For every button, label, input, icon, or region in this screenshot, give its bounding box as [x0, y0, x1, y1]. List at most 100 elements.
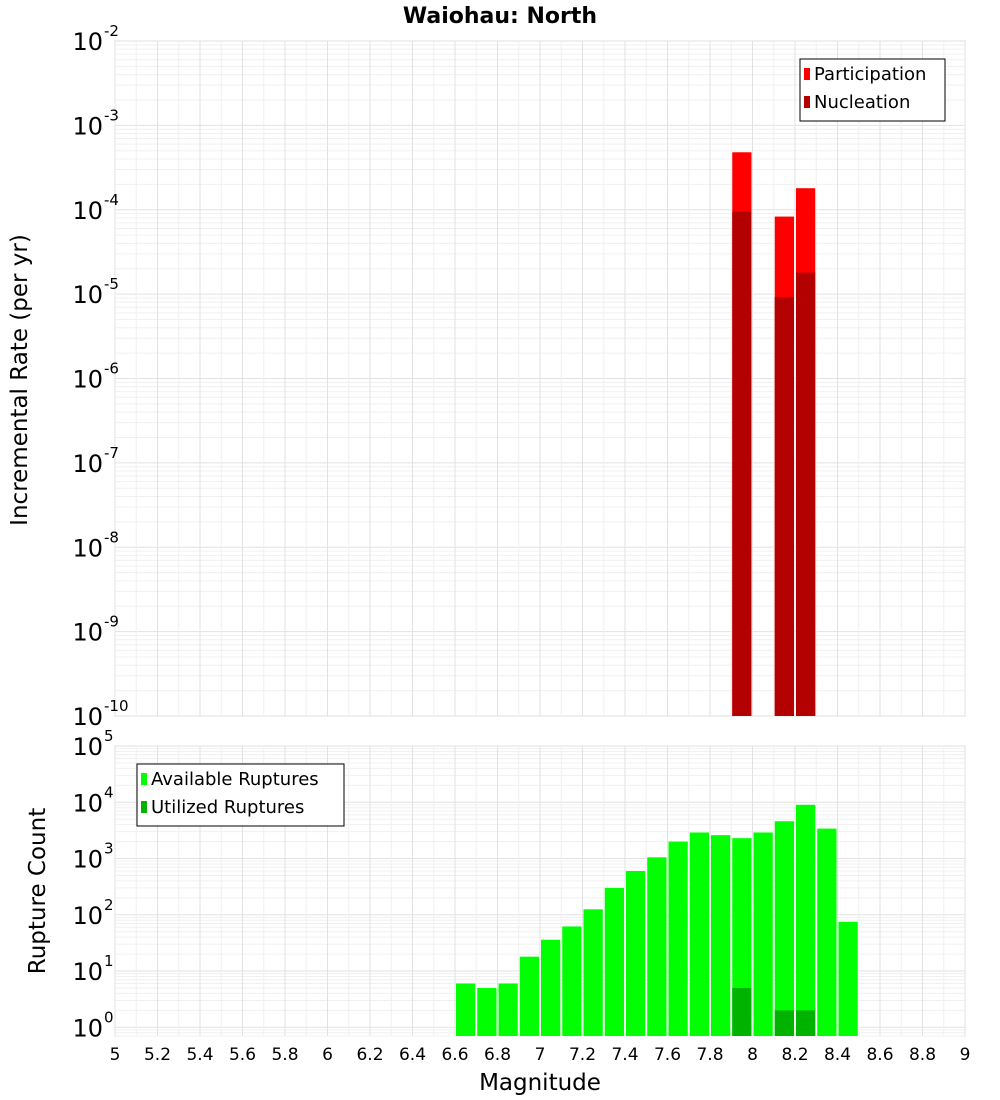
- y-tick-base: 10: [72, 281, 103, 309]
- y-tick-label: 10 -3: [72, 106, 119, 140]
- x-tick-label: 8.8: [909, 1045, 936, 1065]
- y-tick-exponent: 4: [104, 783, 114, 801]
- y-tick-base: 10: [72, 1014, 103, 1042]
- bar-available-ruptures: [604, 887, 624, 1036]
- x-tick-label: 7.8: [696, 1045, 723, 1065]
- y-tick-label: 10 -4: [72, 191, 119, 225]
- y-tick-base: 10: [72, 112, 103, 140]
- y-tick-label: 10 0: [72, 1008, 113, 1042]
- y-tick-exponent: -4: [104, 191, 119, 209]
- y-tick-base: 10: [72, 619, 103, 647]
- x-tick-label: 8: [747, 1045, 758, 1065]
- y-tick-label: 10 3: [72, 840, 113, 874]
- y-tick-label: 10 5: [72, 727, 113, 761]
- y-tick-base: 10: [72, 366, 103, 394]
- bar-available-ruptures: [817, 828, 837, 1036]
- bar-available-ruptures: [838, 921, 858, 1036]
- legend-box: [799, 58, 946, 122]
- y-tick-base: 10: [72, 28, 103, 56]
- bar-available-ruptures: [732, 838, 752, 1036]
- bottom-bars: [456, 804, 858, 1036]
- y-tick-exponent: 0: [104, 1008, 114, 1026]
- bar-utilized-ruptures: [732, 987, 752, 1036]
- y-tick-exponent: 3: [104, 840, 114, 858]
- y-tick-base: 10: [72, 534, 103, 562]
- bar-available-ruptures: [519, 956, 539, 1036]
- x-tick-label: 5.2: [144, 1045, 171, 1065]
- y-tick-exponent: -2: [104, 22, 119, 40]
- x-tick-label: 8.4: [824, 1045, 851, 1065]
- x-tick-label: 5: [110, 1045, 121, 1065]
- legend-label: Nucleation: [814, 92, 910, 113]
- x-tick-labels: 5 5.2 5.4 5.6 5.8 6 6.2 6.4 6.6 6.8 7 7.2 7.4 7.6 7.8 8…: [110, 1045, 971, 1065]
- y-tick-label: 10 -6: [72, 360, 119, 394]
- x-tick-label: 5.6: [229, 1045, 256, 1065]
- y-tick-exponent: -5: [104, 275, 119, 293]
- y-tick-base: 10: [72, 450, 103, 478]
- bar-available-ruptures: [498, 983, 518, 1036]
- y-tick-base: 10: [72, 733, 103, 761]
- y-tick-label: 10 -7: [72, 444, 119, 478]
- bar-available-ruptures: [456, 983, 476, 1036]
- bar-available-ruptures: [541, 939, 561, 1036]
- chart-title: Waiohau: North: [403, 4, 597, 29]
- x-tick-label: 6.6: [441, 1045, 468, 1065]
- bar-available-ruptures: [668, 841, 688, 1036]
- bottom-legend: Available Ruptures Utilized Ruptures: [136, 763, 345, 827]
- y-tick-label: 10 -8: [72, 528, 119, 562]
- top-bars: [732, 152, 816, 717]
- bar-available-ruptures: [647, 857, 667, 1036]
- legend-box: [136, 763, 345, 827]
- y-tick-exponent: 5: [104, 727, 114, 745]
- bar-available-ruptures: [753, 832, 773, 1036]
- bar-nucleation: [732, 211, 752, 716]
- legend-label: Participation: [814, 64, 926, 85]
- bar-available-ruptures: [774, 821, 794, 1036]
- bar-nucleation: [796, 272, 816, 716]
- bar-nucleation: [774, 297, 794, 716]
- legend-swatch: [141, 801, 147, 813]
- top-legend: Participation Nucleation: [799, 58, 946, 122]
- y-tick-exponent: -10: [104, 697, 129, 715]
- bottom-y-axis-label: Rupture Count: [25, 808, 51, 974]
- legend-swatch: [141, 773, 147, 785]
- y-tick-base: 10: [72, 958, 103, 986]
- x-tick-label: 9: [960, 1045, 971, 1065]
- x-tick-label: 5.8: [271, 1045, 298, 1065]
- x-tick-label: 5.4: [186, 1045, 213, 1065]
- legend-label: Available Ruptures: [151, 769, 319, 790]
- x-tick-label: 6.2: [356, 1045, 383, 1065]
- y-tick-label: 10 2: [72, 896, 113, 930]
- top-y-axis-label: Incremental Rate (per yr): [7, 234, 33, 526]
- y-tick-base: 10: [72, 197, 103, 225]
- y-tick-exponent: -9: [104, 613, 119, 631]
- x-tick-label: 6: [322, 1045, 333, 1065]
- y-tick-exponent: -7: [104, 444, 119, 462]
- top-grid: [114, 40, 966, 717]
- legend-label: Utilized Ruptures: [151, 797, 304, 818]
- y-tick-base: 10: [72, 902, 103, 930]
- x-tick-label: 7.6: [654, 1045, 681, 1065]
- y-tick-base: 10: [72, 703, 103, 731]
- bar-available-ruptures: [689, 832, 709, 1036]
- bar-available-ruptures: [583, 909, 603, 1036]
- y-tick-label: 10 -2: [72, 22, 119, 56]
- y-tick-exponent: -8: [104, 528, 119, 546]
- bar-utilized-ruptures: [774, 1010, 794, 1036]
- y-tick-exponent: 1: [104, 952, 114, 970]
- x-tick-label: 6.8: [484, 1045, 511, 1065]
- y-tick-exponent: -3: [104, 106, 119, 124]
- bar-available-ruptures: [711, 835, 731, 1036]
- y-tick-label: 10 4: [72, 783, 113, 817]
- x-axis-label: Magnitude: [479, 1070, 601, 1096]
- y-tick-exponent: -6: [104, 360, 119, 378]
- bar-available-ruptures: [796, 804, 816, 1036]
- bar-available-ruptures: [626, 870, 646, 1036]
- bar-available-ruptures: [477, 987, 497, 1036]
- y-tick-base: 10: [72, 789, 103, 817]
- legend-swatch: [804, 68, 810, 80]
- bar-utilized-ruptures: [796, 1010, 816, 1036]
- x-tick-label: 8.2: [781, 1045, 808, 1065]
